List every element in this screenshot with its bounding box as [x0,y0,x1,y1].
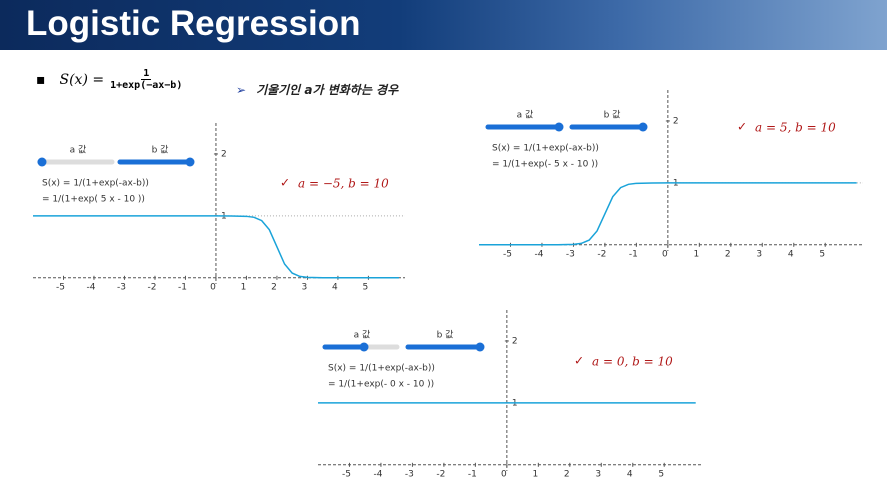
y-tick-label: 2 [221,149,227,159]
title: Logistic Regression [26,4,361,43]
x-tick-label: -3 [566,249,575,259]
arrow: ➢ [236,83,247,97]
slider-knob [185,157,195,167]
x-tick-label: -3 [405,469,414,479]
x-tick-label: -4 [534,249,543,259]
slider-label: a 값 [70,144,87,156]
x-tick-label: 4 [788,249,794,259]
formula-line: S(x) = 1/(1+exp(-ax-b)) [328,364,435,374]
annotation: a = −5, b = 10 [298,177,389,191]
x-tick-label: 3 [756,249,762,259]
x-tick-label: 5 [819,249,825,259]
formula-line: S(x) = 1/(1+exp(-ax-b)) [492,144,599,154]
subtitle: 기울기인 a가 변화하는 경우 [256,83,399,97]
formula-lhs: S(x) = [59,71,105,88]
x-tick-label: -3 [117,282,126,292]
slider-knob [638,122,648,132]
slider-knob [475,342,485,352]
slider-knob [37,157,47,167]
slider-label: b 값 [437,329,454,341]
x-tick-label: 1 [532,469,538,479]
slider-label: b 값 [604,109,621,121]
annotation: a = 0, b = 10 [592,355,673,369]
slider-label: a 값 [354,329,371,341]
x-tick-label: 5 [363,282,369,292]
x-tick-label: -2 [436,469,445,479]
formula-line: S(x) = 1/(1+exp(-ax-b)) [42,179,149,189]
numerator: 1 [141,68,152,80]
slider-knob [554,122,564,132]
curve [479,182,857,246]
x-tick-label: -2 [597,249,606,259]
slider-label: b 값 [152,144,169,156]
annotation: a = 5, b = 10 [755,121,836,135]
bullet: ▪ [36,71,46,88]
banner [0,0,887,50]
x-tick-label: 2 [271,282,277,292]
x-tick-label: 2 [564,469,570,479]
x-tick-label: -1 [629,249,638,259]
x-tick-label: -5 [56,282,65,292]
denominator: 1+exp(−ax−b) [110,80,183,91]
curve [33,215,399,279]
check: ✓ [737,120,747,134]
x-tick-label: -1 [178,282,187,292]
x-tick-label: 1 [693,249,699,259]
x-tick-label: 2 [725,249,731,259]
x-tick-label: -1 [468,469,477,479]
x-tick-label: 0 [210,282,216,292]
x-tick-label: 3 [595,469,601,479]
slider-label: a 값 [517,109,534,121]
x-tick-label: -5 [503,249,512,259]
formula-line: = 1/(1+exp( 5 x - 10 )) [42,195,145,205]
fraction: 1 1+exp(−ax−b) [110,68,182,91]
x-tick-label: 4 [332,282,338,292]
y-tick-label: 2 [673,116,679,126]
formula-line: = 1/(1+exp(- 0 x - 10 )) [328,380,434,390]
x-tick-label: 3 [302,282,308,292]
x-tick-label: 5 [658,469,664,479]
check: ✓ [280,176,290,190]
x-tick-label: 0 [501,469,507,479]
x-tick-label: -4 [373,469,382,479]
formula-line: = 1/(1+exp(- 5 x - 10 )) [492,160,598,170]
formula: ▪ S(x) = 1 1+exp(−ax−b) [36,68,182,91]
check: ✓ [574,354,584,368]
x-tick-label: -2 [147,282,156,292]
subtitle-row: ➢ 기울기인 a가 변화하는 경우 [236,81,398,98]
x-tick-label: 4 [627,469,633,479]
x-tick-label: -4 [86,282,95,292]
x-tick-label: -5 [342,469,351,479]
x-tick-label: 0 [662,249,668,259]
slider-knob [359,342,369,352]
x-tick-label: 1 [241,282,247,292]
y-tick-label: 2 [512,336,518,346]
